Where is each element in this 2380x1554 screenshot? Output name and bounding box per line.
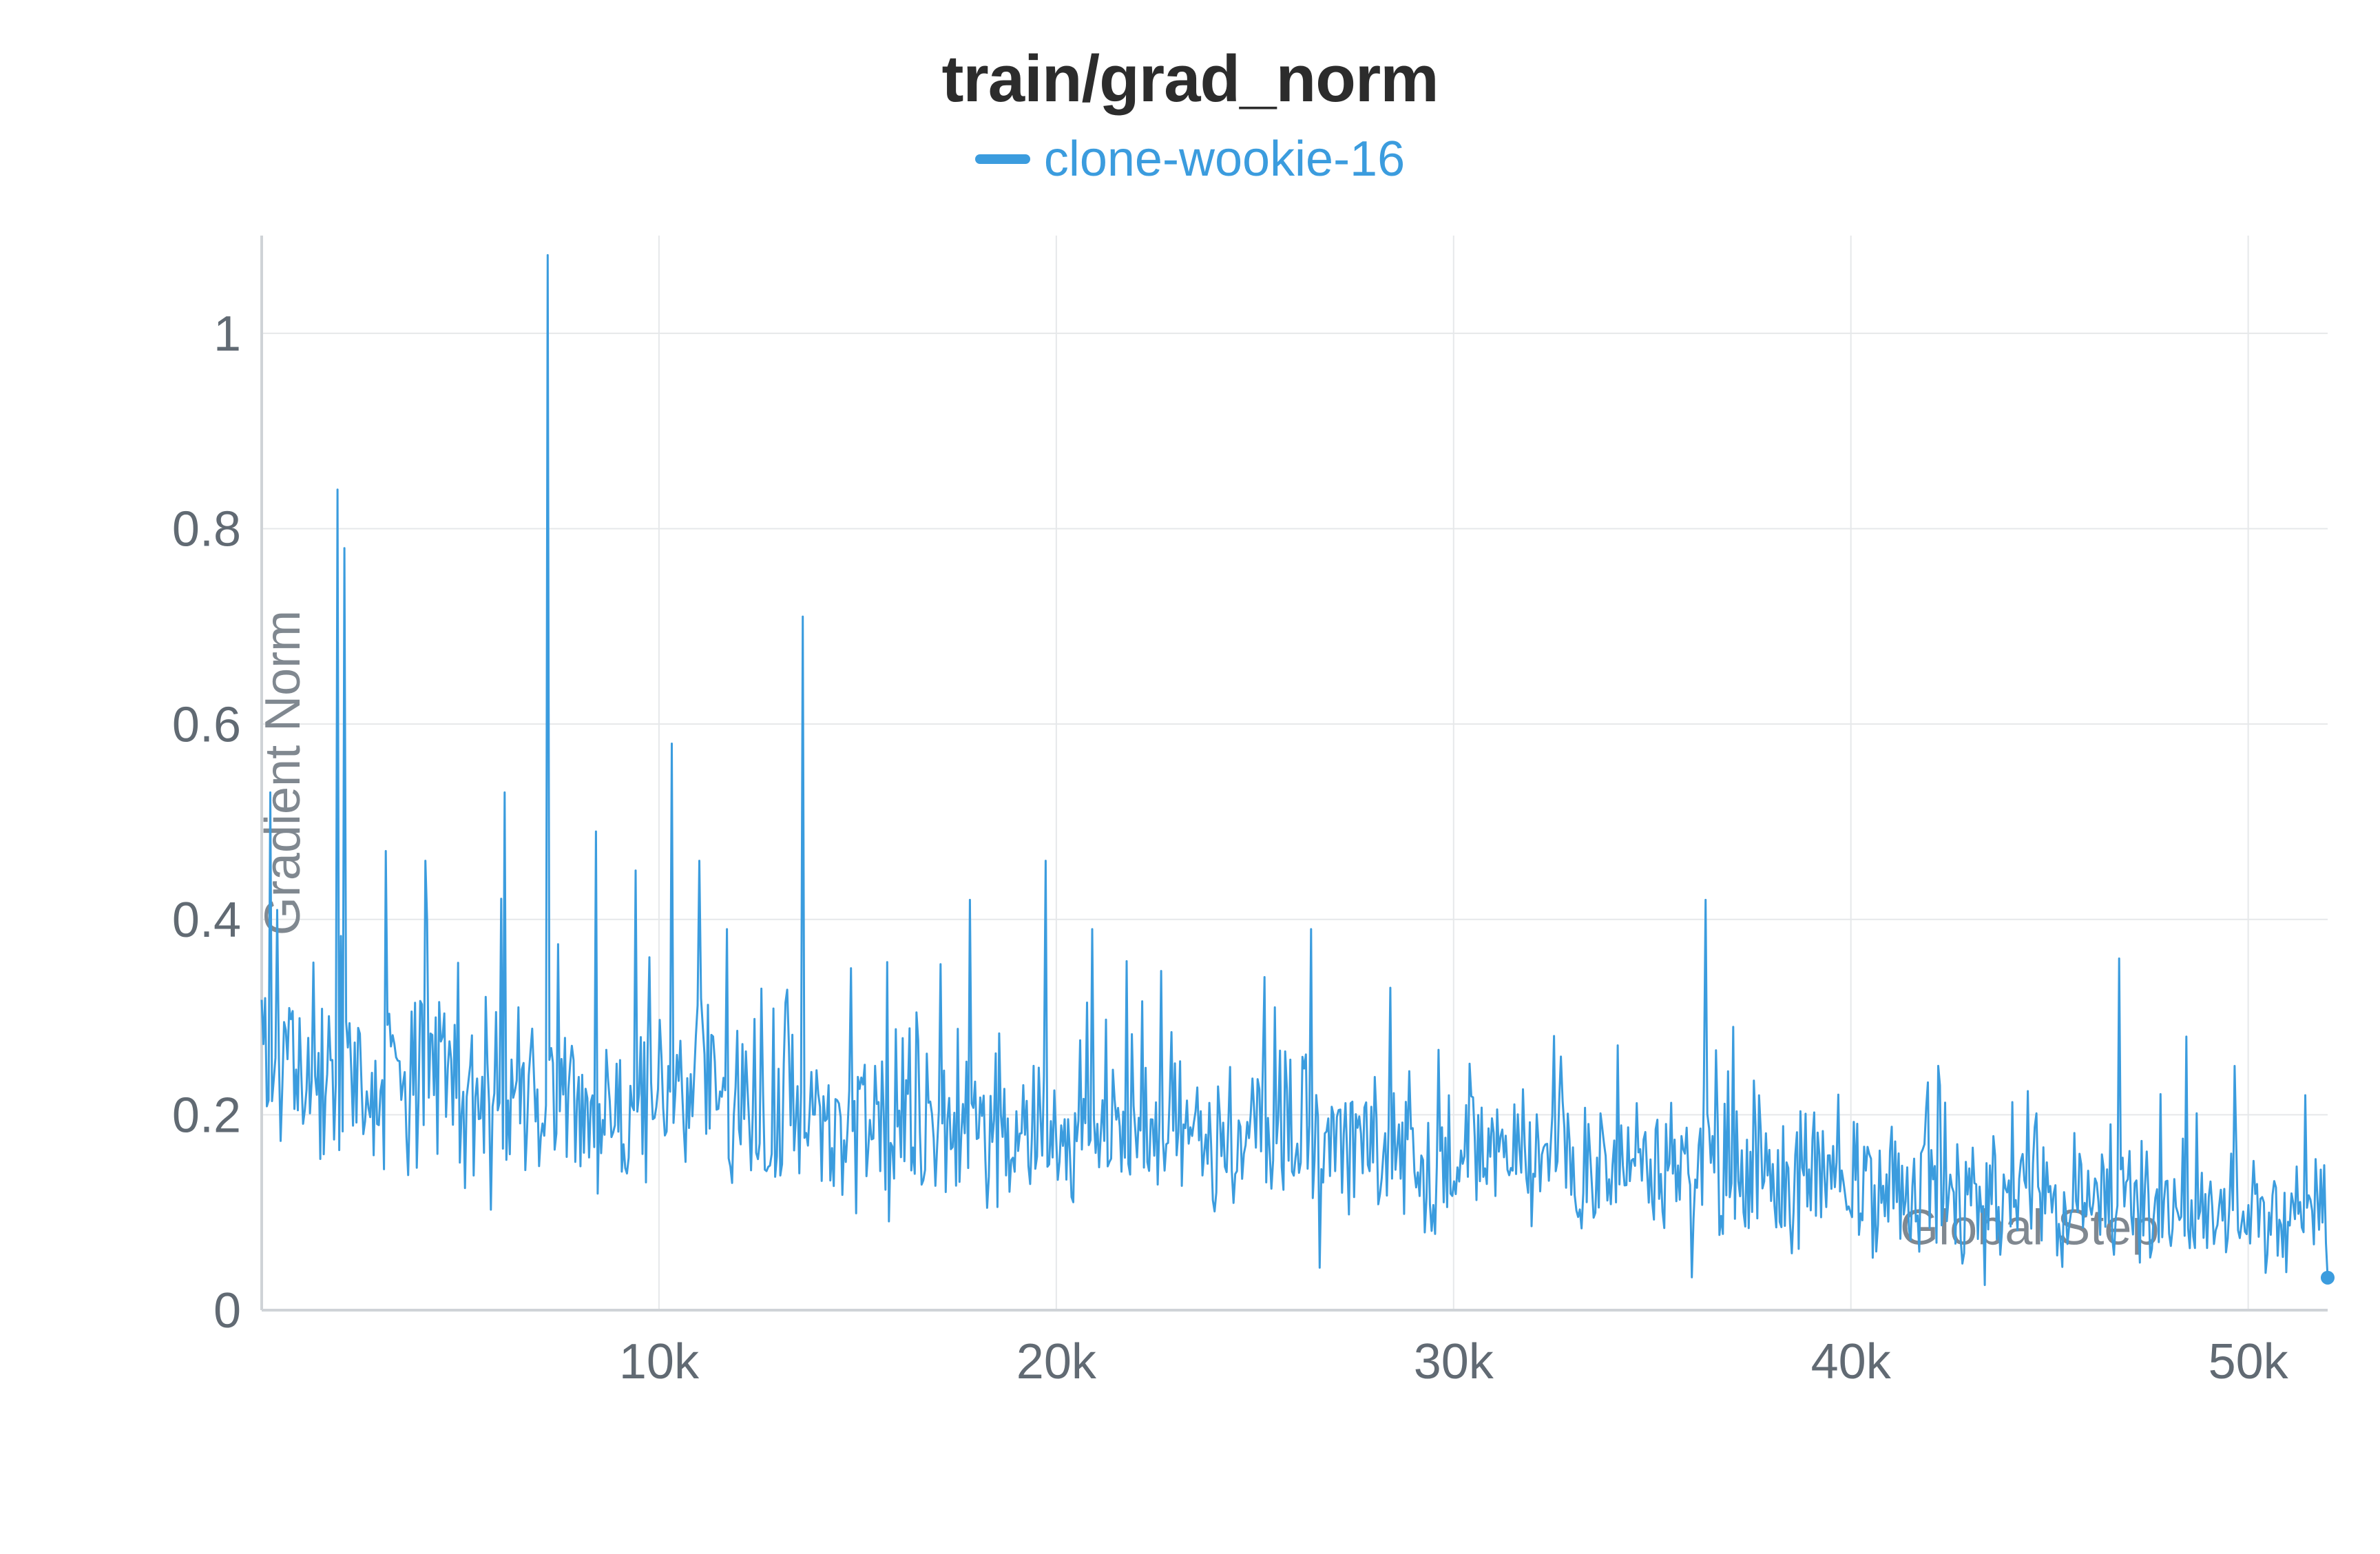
svg-text:Gradient Norm: Gradient Norm [255,610,311,935]
line-chart-svg: 0 0.2 0.4 0.6 0.8 1 10k 20k 30k 40k 50k Gradient No… [69,208,2369,1434]
svg-text:20k: 20k [1016,1334,1097,1389]
legend-item[interactable]: clone-wookie-16 [975,131,1405,187]
svg-text:40k: 40k [1811,1334,1892,1389]
svg-text:0.2: 0.2 [172,1088,241,1143]
svg-text:50k: 50k [2209,1334,2289,1389]
svg-text:0: 0 [213,1283,241,1338]
svg-text:30k: 30k [1414,1334,1494,1389]
legend-series-label: clone-wookie-16 [1044,131,1405,187]
legend: clone-wookie-16 [69,131,2311,187]
svg-text:0.6: 0.6 [172,697,241,752]
legend-swatch [975,154,1030,164]
plot-area[interactable]: 0 0.2 0.4 0.6 0.8 1 10k 20k 30k 40k 50k Gradient No… [69,208,2311,1438]
svg-text:1: 1 [213,307,241,362]
svg-text:0.8: 0.8 [172,502,241,557]
chart-title: train/grad_norm [69,41,2311,117]
chart-container: train/grad_norm clone-wookie-16 00.20.40… [0,0,2380,1554]
svg-text:0.4: 0.4 [172,893,241,948]
svg-text:10k: 10k [619,1334,700,1389]
